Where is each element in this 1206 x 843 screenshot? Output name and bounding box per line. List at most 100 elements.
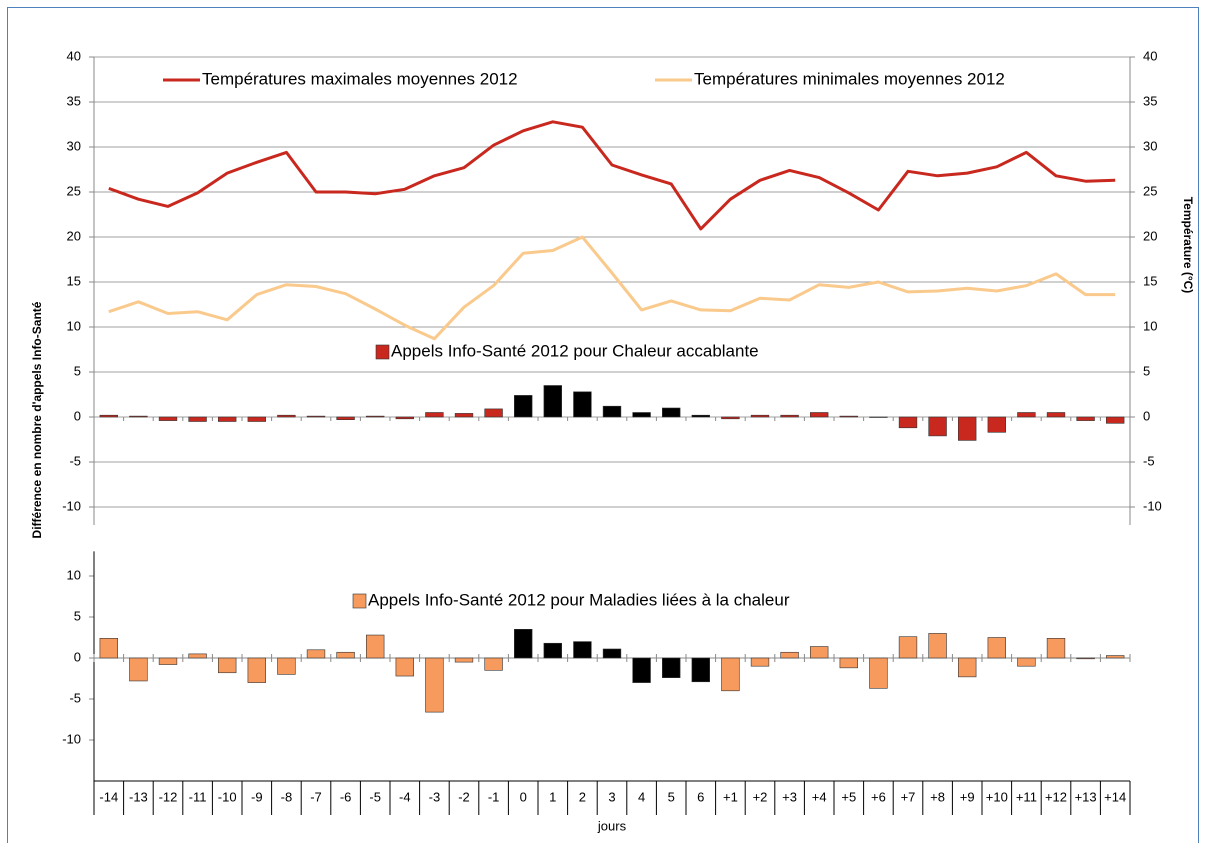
y2-tick-label: 25 [1143, 183, 1157, 198]
bar [218, 416, 237, 422]
line [108, 120, 1116, 231]
bar [454, 657, 474, 663]
bar [277, 657, 296, 675]
x-tick-label: +6 [871, 789, 886, 804]
bar [425, 657, 444, 713]
x-tick-label: -7 [310, 789, 322, 804]
x-tick-label: +5 [841, 789, 856, 804]
bar [780, 651, 799, 659]
x-tick-label: 2 [579, 789, 586, 804]
bar [188, 416, 207, 422]
legend-swatch [352, 593, 367, 609]
x-tick-label: -4 [399, 789, 411, 804]
bar [158, 416, 178, 421]
legend-label: Appels Info-Santé 2012 pour Chaleur acca… [391, 341, 759, 360]
y2-tick-label: 15 [1143, 273, 1157, 288]
bar [158, 657, 178, 665]
y2-tick-label: 10 [1143, 318, 1157, 333]
bar [1046, 412, 1066, 418]
x-tick-label: -13 [129, 789, 148, 804]
y-tick-label: 30 [67, 138, 81, 153]
x-tick-label: +8 [930, 789, 945, 804]
bar [662, 657, 681, 678]
x-tick-label: +10 [986, 789, 1008, 804]
bar [987, 416, 1006, 433]
bar [1017, 657, 1036, 667]
y-tick-label: -10 [62, 498, 81, 513]
bar [1106, 655, 1125, 659]
y-tick-label: -5 [69, 453, 81, 468]
x-tick-label: -1 [488, 789, 500, 804]
y-tick-label: 40 [67, 48, 81, 63]
bar [632, 412, 651, 418]
x-tick-label: -3 [429, 789, 441, 804]
bar [454, 413, 474, 418]
legend-label: Températures maximales moyennes 2012 [202, 69, 518, 88]
y-tick-label: 25 [67, 183, 81, 198]
y-tick-label: 10 [67, 318, 81, 333]
legend-label: Appels Info-Santé 2012 pour Maladies lié… [368, 590, 790, 609]
bar [129, 415, 148, 418]
y-tick-label: 20 [67, 228, 81, 243]
x-tick-label: 1 [549, 789, 556, 804]
bar [721, 416, 740, 420]
y-tick-label: 0 [74, 649, 81, 664]
x-tick-label: +2 [753, 789, 768, 804]
bar [1076, 416, 1095, 421]
bar [869, 416, 888, 418]
bar [514, 628, 533, 659]
bar [780, 414, 799, 418]
y-tick-label: 0 [74, 408, 81, 423]
bar [336, 651, 355, 659]
x-tick-label: -12 [159, 789, 178, 804]
bar [602, 648, 622, 659]
x-tick-label: -2 [458, 789, 470, 804]
line [108, 235, 1116, 341]
y-axis-title: Différence en nombre d'appels Info-Santé [30, 301, 44, 538]
bar [721, 657, 740, 692]
bar [898, 416, 918, 429]
bar [277, 414, 296, 418]
x-tick-label: +13 [1075, 789, 1097, 804]
bar [810, 646, 829, 659]
bar [306, 649, 326, 659]
y-tick-label: 15 [67, 273, 81, 288]
bar [958, 657, 977, 678]
x-tick-label: +12 [1045, 789, 1067, 804]
x-tick-label: -6 [340, 789, 352, 804]
bar [810, 412, 829, 418]
x-tick-label: 0 [520, 789, 527, 804]
bar [602, 405, 622, 418]
bar [750, 414, 770, 418]
y-tick-label: 10 [67, 567, 81, 582]
frame [7, 7, 1199, 843]
bar [987, 637, 1006, 659]
x-tick-label: +11 [1016, 789, 1037, 804]
y2-tick-label: 40 [1143, 48, 1157, 63]
y2-tick-label: 30 [1143, 138, 1157, 153]
bar [928, 633, 947, 659]
bar [366, 634, 385, 659]
bar [958, 416, 977, 441]
x-tick-label: 4 [638, 789, 645, 804]
y2-tick-label: -5 [1143, 453, 1155, 468]
bar [543, 385, 562, 418]
bar [395, 657, 414, 677]
bar [129, 657, 148, 682]
bar [306, 415, 326, 418]
x-tick-label: -9 [251, 789, 263, 804]
y2-axis-title: Température (°C) [1181, 197, 1195, 294]
bar [839, 657, 858, 669]
bar [188, 653, 207, 659]
bar [514, 395, 533, 418]
bar [247, 657, 266, 683]
y-tick-label: 5 [74, 363, 81, 378]
x-tick-label: +3 [782, 789, 797, 804]
bar [1106, 416, 1125, 424]
bar [366, 415, 385, 418]
y2-tick-label: 20 [1143, 228, 1157, 243]
x-tick-label: -10 [218, 789, 237, 804]
x-tick-label: 6 [697, 789, 704, 804]
bar [1046, 638, 1066, 659]
